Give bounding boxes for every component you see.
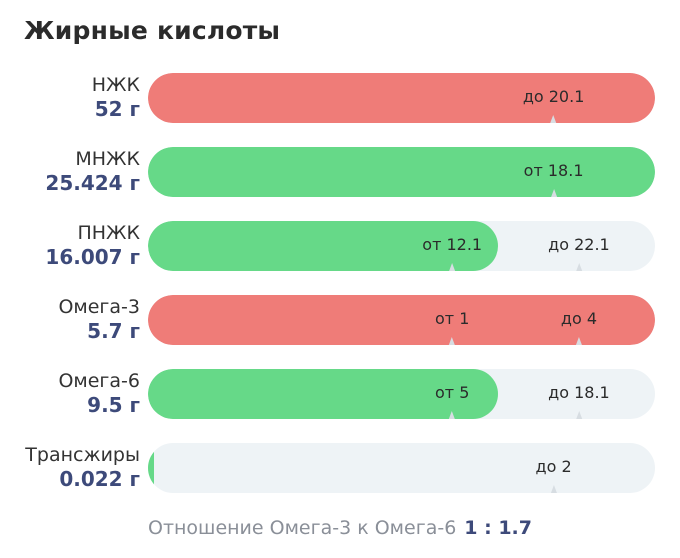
- nutrient-amount: 9.5 г: [87, 393, 140, 417]
- range-marker: от 5: [435, 369, 469, 419]
- range-marker: от 12.1: [422, 221, 482, 271]
- nutrient-label: Омега-6 9.5 г: [58, 369, 140, 417]
- nutrient-row: Омега-6 9.5 г от 5 до 18.1: [0, 369, 680, 419]
- range-marker: от 1: [435, 295, 469, 345]
- omega-ratio: Отношение Омега-3 к Омега-6 1 : 1.7: [0, 517, 680, 539]
- nutrient-name: Трансжиры: [25, 444, 140, 466]
- range-marker-label: до 4: [560, 309, 597, 328]
- nutrient-name: ПНЖК: [77, 222, 140, 244]
- range-marker-label: от 12.1: [422, 235, 483, 254]
- marker-triangle-icon: [449, 263, 456, 271]
- nutrient-amount: 25.424 г: [45, 171, 140, 195]
- marker-triangle-icon: [449, 411, 456, 419]
- nutrient-label: МНЖК 25.424 г: [45, 147, 140, 195]
- nutrient-amount: 52 г: [94, 97, 140, 121]
- section-title: Жирные кислоты: [24, 16, 281, 45]
- nutrient-name: МНЖК: [75, 148, 140, 170]
- progress-fill: [148, 73, 655, 123]
- progress-fill: [148, 221, 498, 271]
- progress-fill: [148, 295, 655, 345]
- nutrient-name: НЖК: [91, 74, 140, 96]
- marker-triangle-icon: [550, 485, 557, 493]
- range-marker: от 18.1: [524, 147, 584, 197]
- range-marker-label: от 1: [435, 309, 470, 328]
- progress-fill: [148, 369, 498, 419]
- marker-triangle-icon: [575, 263, 582, 271]
- range-marker-label: от 18.1: [523, 161, 584, 180]
- progress-track: до 2: [148, 443, 655, 493]
- progress-track: до 20.1: [148, 73, 655, 123]
- progress-track: от 5 до 18.1: [148, 369, 655, 419]
- range-marker: до 2: [536, 443, 572, 493]
- range-marker-label: до 20.1: [522, 87, 585, 106]
- nutrient-amount: 16.007 г: [45, 245, 140, 269]
- omega-ratio-label: Отношение Омега-3 к Омега-6: [147, 517, 457, 539]
- range-marker: до 4: [561, 295, 597, 345]
- range-marker-label: до 2: [535, 457, 572, 476]
- nutrient-name: Омега-3: [58, 296, 140, 318]
- range-marker-label: от 5: [435, 383, 470, 402]
- range-marker: до 18.1: [548, 369, 610, 419]
- nutrient-row: Трансжиры 0.022 г до 2: [0, 443, 680, 493]
- range-marker: до 20.1: [522, 73, 585, 123]
- marker-triangle-icon: [449, 337, 456, 345]
- marker-triangle-icon: [550, 189, 557, 197]
- nutrient-label: Омега-3 5.7 г: [58, 295, 140, 343]
- nutrient-row: МНЖК 25.424 г от 18.1: [0, 147, 680, 197]
- nutrient-amount: 5.7 г: [87, 319, 140, 343]
- progress-fill: [148, 443, 154, 493]
- nutrient-row: НЖК 52 г до 20.1: [0, 73, 680, 123]
- nutrient-row: ПНЖК 16.007 г от 12.1 до 22.1: [0, 221, 680, 271]
- nutrient-name: Омега-6: [58, 370, 140, 392]
- nutrient-label: НЖК 52 г: [92, 73, 140, 121]
- nutrient-amount: 0.022 г: [59, 467, 140, 491]
- range-marker-label: до 22.1: [548, 235, 610, 254]
- progress-track: от 18.1: [148, 147, 655, 197]
- range-marker-label: до 18.1: [548, 383, 610, 402]
- range-marker: до 22.1: [548, 221, 610, 271]
- progress-track: от 1 до 4: [148, 295, 655, 345]
- nutrient-label: ПНЖК 16.007 г: [45, 221, 140, 269]
- progress-track: от 12.1 до 22.1: [148, 221, 655, 271]
- marker-triangle-icon: [575, 411, 582, 419]
- marker-triangle-icon: [550, 115, 557, 123]
- nutrient-row: Омега-3 5.7 г от 1 до 4: [0, 295, 680, 345]
- progress-fill: [148, 147, 655, 197]
- nutrient-label: Трансжиры 0.022 г: [25, 443, 140, 491]
- marker-triangle-icon: [575, 337, 582, 345]
- omega-ratio-value: 1 : 1.7: [464, 517, 532, 539]
